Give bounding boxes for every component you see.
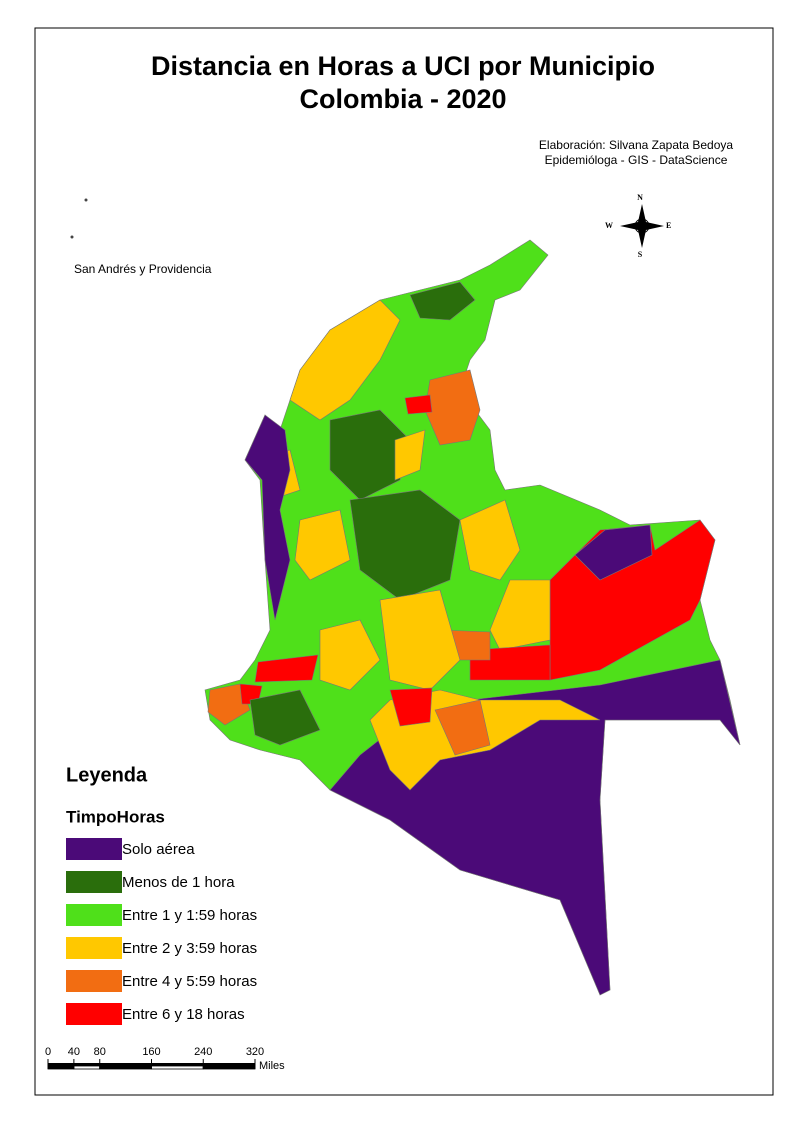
scale-unit: Miles [259, 1060, 285, 1072]
legend-label: Menos de 1 hora [122, 874, 235, 891]
region [319, 619, 381, 691]
region [329, 409, 411, 501]
scale-tick-label: 40 [68, 1046, 80, 1058]
region [434, 699, 491, 756]
region [289, 299, 401, 421]
legend-label: Entre 6 y 18 horas [122, 1006, 245, 1023]
subtitle: Colombia - 2020 [299, 84, 506, 114]
region [394, 429, 426, 481]
legend-swatch [66, 904, 122, 926]
island [84, 198, 88, 202]
region [349, 489, 461, 601]
region [489, 579, 551, 651]
legend-field: TimpoHoras [66, 807, 165, 826]
credit: Elaboración: Silvana Zapata Bedoya [539, 138, 733, 152]
scale-segment [151, 1063, 204, 1066]
legend-swatch [66, 1003, 122, 1025]
scale-segment [99, 1065, 152, 1070]
scale-tick-label: 80 [94, 1046, 106, 1058]
legend-label: Solo aérea [122, 841, 195, 858]
scale-tick-label: 240 [194, 1046, 212, 1058]
scale-tick-label: 320 [246, 1046, 264, 1058]
legend-swatch [66, 970, 122, 992]
south-label: S [638, 250, 643, 259]
map [204, 239, 741, 996]
region [409, 281, 476, 321]
legend-label: Entre 4 y 5:59 horas [122, 973, 257, 990]
east-label: E [666, 221, 671, 230]
legend-label: Entre 1 y 1:59 horas [122, 907, 257, 924]
scale-segment [73, 1065, 101, 1070]
scale-segment [73, 1063, 100, 1066]
region [459, 499, 521, 581]
scale-bar: 0 40 80 160 240 320 Miles [45, 1046, 285, 1072]
north-arrow: N S E W [605, 193, 671, 259]
legend-label: Entre 2 y 3:59 horas [122, 940, 257, 957]
legend-title: Leyenda [66, 764, 148, 786]
legend-swatch [66, 871, 122, 893]
region [574, 524, 653, 581]
scale-segment [151, 1065, 204, 1070]
title: Distancia en Horas a UCI por Municipio [151, 51, 655, 81]
scale-segment [202, 1065, 256, 1070]
region [254, 654, 319, 683]
scale-segment [203, 1063, 255, 1066]
scale-tick-label: 160 [142, 1046, 160, 1058]
inset-label: San Andrés y Providencia [74, 262, 212, 276]
region [207, 683, 251, 726]
legend-swatch [66, 838, 122, 860]
region [404, 394, 433, 415]
region [379, 589, 461, 691]
legend-swatch [66, 937, 122, 959]
island [70, 235, 74, 239]
north-label: N [637, 193, 643, 202]
scale-segment [99, 1063, 152, 1066]
region [389, 687, 433, 727]
region [249, 689, 321, 746]
credit: Epidemióloga - GIS - DataScience [545, 153, 728, 167]
west-label: W [605, 221, 613, 230]
scale-segment [47, 1065, 75, 1070]
region [244, 414, 291, 621]
scale-tick-label: 0 [45, 1046, 51, 1058]
legend: Solo aérea Menos de 1 hora Entre 1 y 1:59 … [66, 838, 257, 1025]
region [294, 509, 351, 581]
scale-segment [48, 1063, 74, 1066]
